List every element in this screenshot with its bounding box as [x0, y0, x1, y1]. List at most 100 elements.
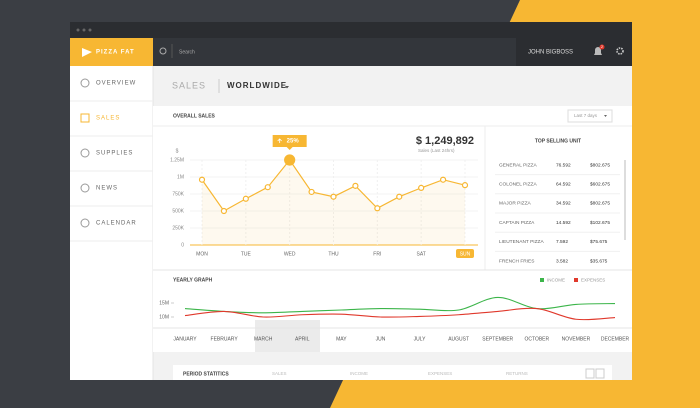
- x-tick-label: DECEMBER: [601, 336, 630, 342]
- x-tick-label: SEPTEMBER: [482, 336, 513, 342]
- point: [284, 154, 296, 166]
- y-tick-label: 0: [181, 242, 184, 248]
- table-title: TOP SELLING UNIT: [535, 138, 581, 144]
- nav-icon: [80, 183, 90, 193]
- point: [439, 176, 447, 183]
- badge-count: 2: [601, 45, 603, 49]
- sales-total-note: Sales (Last 24hrs): [418, 148, 455, 153]
- period-column[interactable]: RETURNS: [506, 371, 528, 376]
- x-tick-label: FEBRUARY: [211, 336, 239, 342]
- point: [198, 176, 206, 183]
- panel-title: OVERALL SALES: [173, 113, 216, 119]
- panel-title: YEARLY GRAPH: [173, 277, 213, 283]
- nav-icon: [80, 218, 90, 228]
- prev-button[interactable]: [585, 368, 595, 379]
- product-name: COLONEL PIZZA: [499, 181, 537, 187]
- scrollbar[interactable]: [624, 160, 626, 240]
- badge: [599, 44, 605, 50]
- point: [352, 182, 359, 189]
- y-axis-label: $: [176, 148, 179, 154]
- sidebar: [70, 66, 153, 380]
- nav-item[interactable]: NEWS: [96, 186, 118, 192]
- legend-label: INCOME: [547, 278, 565, 283]
- window-dot: [82, 28, 86, 32]
- product-revenue: $602.675: [590, 181, 610, 187]
- next-button[interactable]: [595, 368, 605, 379]
- product-name: MAJOR PIZZA: [499, 201, 532, 207]
- period-column[interactable]: SALES: [272, 371, 287, 376]
- x-tick-label: OCTOBER: [524, 336, 549, 342]
- caret: [285, 86, 289, 89]
- x-tick-label: FRI: [373, 251, 381, 257]
- x-tick-label: SUN: [460, 251, 471, 257]
- annotation: 25%: [287, 139, 300, 145]
- annotation-pointer: [286, 147, 293, 150]
- point: [220, 207, 228, 215]
- section-title: SALES: [172, 80, 206, 90]
- x-tick-label: APRIL: [295, 336, 310, 342]
- logo: PIZZA FAT: [96, 50, 135, 56]
- x-tick-label: TUE: [241, 251, 252, 257]
- nav-item[interactable]: OVERVIEW: [96, 81, 136, 87]
- region-select[interactable]: WORLDWIDE: [227, 81, 287, 90]
- range-select[interactable]: [567, 109, 613, 123]
- point: [330, 193, 337, 200]
- period-column[interactable]: INCOME: [350, 371, 368, 376]
- period-title: PERIOD STATITICS: [183, 371, 229, 377]
- point: [264, 184, 271, 191]
- point: [308, 188, 315, 196]
- user-name[interactable]: JOHN BIGBOSS: [528, 50, 573, 56]
- area: [202, 160, 465, 245]
- x-tick-label: SAT: [416, 251, 425, 257]
- search-input[interactable]: Search: [179, 49, 195, 55]
- legend-swatch: [540, 278, 544, 282]
- period-column[interactable]: EXPENSES: [428, 371, 452, 376]
- y-tick-label: 15M: [159, 300, 169, 306]
- product-revenue: $802.675: [590, 201, 610, 207]
- yearly-panel: [153, 270, 632, 352]
- range-label: Last 7 days: [574, 113, 598, 118]
- x-tick-label: JUN: [376, 336, 386, 342]
- nav-item[interactable]: SALES: [96, 116, 120, 122]
- product-name: CAPTAIN PIZZA: [499, 220, 535, 226]
- window-dot: [88, 28, 92, 32]
- y-tick-label: 10M: [159, 314, 169, 320]
- x-tick-label: MAY: [336, 336, 347, 342]
- product-units: 64.592: [556, 181, 571, 187]
- point: [242, 195, 249, 202]
- sales-total: $ 1,249,892: [416, 135, 474, 147]
- annotation-arrow: [277, 138, 282, 143]
- sales-panel: [153, 106, 632, 270]
- x-tick-label: AUGUST: [448, 336, 469, 342]
- product-name: GENERAL PIZZA: [499, 162, 537, 168]
- point: [461, 182, 469, 189]
- x-tick-label: MARCH: [254, 336, 273, 342]
- y-tick-label: 250K: [172, 225, 184, 231]
- window-dot: [76, 28, 80, 32]
- x-tick-label: JULY: [414, 336, 427, 342]
- product-units: 34.592: [556, 201, 571, 207]
- product-name: LIEUTENANT PIZZA: [499, 239, 544, 245]
- product-units: 76.592: [556, 162, 571, 168]
- point: [374, 205, 381, 212]
- product-revenue: $802.675: [590, 162, 610, 168]
- caret: [604, 115, 607, 117]
- y-tick-label: 1M: [177, 174, 184, 180]
- product-units: 14.592: [556, 220, 571, 226]
- x-tick-label: WED: [284, 251, 296, 257]
- period-bar: [173, 365, 612, 380]
- x-tick-label: JANUARY: [173, 336, 197, 342]
- point: [396, 193, 403, 200]
- settings-icon[interactable]: [616, 47, 624, 55]
- nav-icon: [80, 78, 90, 88]
- product-name: FRENCH FRIES: [499, 258, 534, 264]
- bell-icon[interactable]: [594, 47, 602, 55]
- nav-item[interactable]: SUPPLIES: [96, 151, 133, 157]
- logo-icon: [82, 48, 92, 57]
- title-bar: [70, 22, 632, 38]
- x-tick-label: NOVEMBER: [562, 336, 591, 342]
- nav-item[interactable]: CALENDAR: [96, 221, 137, 227]
- month-highlight: [255, 320, 320, 352]
- x-tick-label: THU: [328, 251, 339, 257]
